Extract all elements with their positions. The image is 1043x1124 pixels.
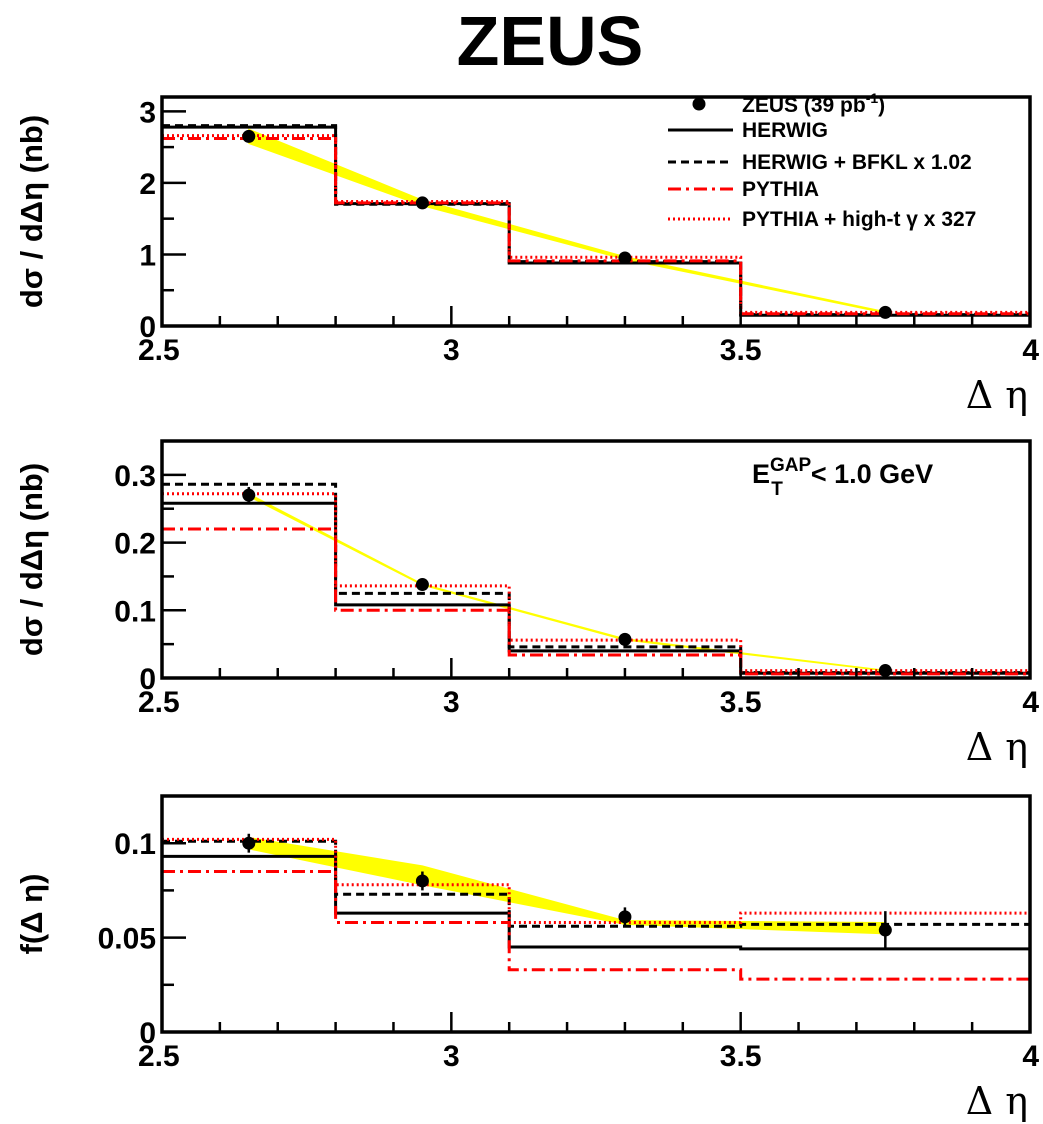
x-axis-label: Δ η xyxy=(966,725,1028,769)
series-line-pythia_hight xyxy=(162,134,1030,314)
ann-rest: < 1.0 GeV xyxy=(811,459,933,489)
legend-label-pythia_hight: PYTHIA + high-t γ x 327 xyxy=(742,208,976,231)
panels: 2.5 3 3.5 4 0 1 2 3 Δ η dσ / dΔη (nb) ZEUS (39 pb-… xyxy=(14,90,1039,1123)
x-axis-label: Δ η xyxy=(966,373,1028,417)
panel-1: 2.5 3 3.5 4 0 1 2 3 Δ η dσ / dΔη (nb) ZEUS (39 pb-… xyxy=(14,90,1039,417)
legend-label-main: ZEUS (39 pb xyxy=(742,94,866,117)
x-axis-label: Δ η xyxy=(966,1079,1028,1123)
legend-label-herwig: HERWIG xyxy=(742,119,828,142)
y-tick-label: 1 xyxy=(139,239,156,272)
legend-label-herwig_bfkl: HERWIG + BFKL x 1.02 xyxy=(742,151,972,174)
series-line-herwig_bfkl xyxy=(162,839,1030,928)
y-tick-label: 2 xyxy=(139,168,156,201)
series-line-pythia xyxy=(162,870,1030,981)
x-tick-label: 2.5 xyxy=(138,334,180,367)
panel-3: 2.5 3 3.5 4 0 0.05 0.1 Δ η f(Δ η) xyxy=(14,794,1039,1123)
data-point xyxy=(618,632,632,646)
data-point xyxy=(878,664,892,678)
series-line-pythia_hight xyxy=(162,492,1030,673)
legend-label-data: ZEUS (39 pb-1) xyxy=(742,90,885,117)
x-tick-label: 2.5 xyxy=(138,686,180,719)
uncertainty-band xyxy=(248,836,886,935)
data-point xyxy=(242,488,256,502)
plot-frame xyxy=(160,95,1032,328)
x-tick-label: 3.5 xyxy=(720,1040,762,1073)
x-tick-label: 2.5 xyxy=(138,1040,180,1073)
x-tick-label: 4 xyxy=(1022,1040,1039,1073)
y-axis-label: dσ / dΔη (nb) xyxy=(14,463,49,656)
x-tick-label: 4 xyxy=(1022,334,1039,367)
gap-annotation: EGAP T < 1.0 GeV xyxy=(752,455,933,500)
data-point xyxy=(415,578,429,592)
legend-marker-data xyxy=(692,97,706,111)
legend-label-end: ) xyxy=(878,94,885,117)
y-tick-label: 0.05 xyxy=(98,923,156,956)
panel-2: 2.5 3 3.5 4 0 0.1 0.2 0.3 Δ η dσ / dΔη (nb) EGAP T <… xyxy=(14,439,1039,769)
y-axis-label: f(Δ η) xyxy=(14,874,49,955)
series-line-pythia xyxy=(162,137,1030,316)
x-tick-label: 3 xyxy=(443,1040,460,1073)
x-tick-label: 4 xyxy=(1022,686,1039,719)
legend-label-sup: -1 xyxy=(866,90,879,106)
y-tick-label: 0.2 xyxy=(114,528,156,561)
plot-frame xyxy=(160,794,1032,1034)
y-tick-label: 0.1 xyxy=(114,595,156,628)
series-line-herwig_bfkl xyxy=(162,482,1030,675)
y-tick-label: 3 xyxy=(139,96,156,129)
y-tick-label: 0.1 xyxy=(114,828,156,861)
data-point xyxy=(878,305,892,319)
x-tick-label: 3.5 xyxy=(720,334,762,367)
ann-main: E xyxy=(752,459,770,489)
ann-subscript: T xyxy=(771,479,783,500)
data-point xyxy=(618,251,632,265)
data-point xyxy=(415,196,429,210)
y-tick-label: 0.3 xyxy=(114,460,156,493)
data-point xyxy=(415,874,429,888)
y-axis-label: dσ / dΔη (nb) xyxy=(14,115,49,308)
data-point xyxy=(618,910,632,924)
x-tick-label: 3 xyxy=(443,334,460,367)
y-tick-label: 0 xyxy=(139,311,156,344)
data-point xyxy=(242,836,256,850)
figure-title: ZEUS xyxy=(457,2,644,80)
x-tick-label: 3 xyxy=(443,686,460,719)
ann-superscript: GAP xyxy=(770,455,812,476)
data-point xyxy=(878,923,892,937)
legend-label-pythia: PYTHIA xyxy=(742,178,819,201)
plot-frame xyxy=(160,439,1032,680)
data-point xyxy=(242,129,256,143)
x-tick-label: 3.5 xyxy=(720,686,762,719)
uncertainty-band xyxy=(248,492,886,672)
series-line-pythia_hight xyxy=(162,837,1030,924)
y-tick-label: 0 xyxy=(139,663,156,696)
y-tick-label: 0 xyxy=(139,1017,156,1050)
